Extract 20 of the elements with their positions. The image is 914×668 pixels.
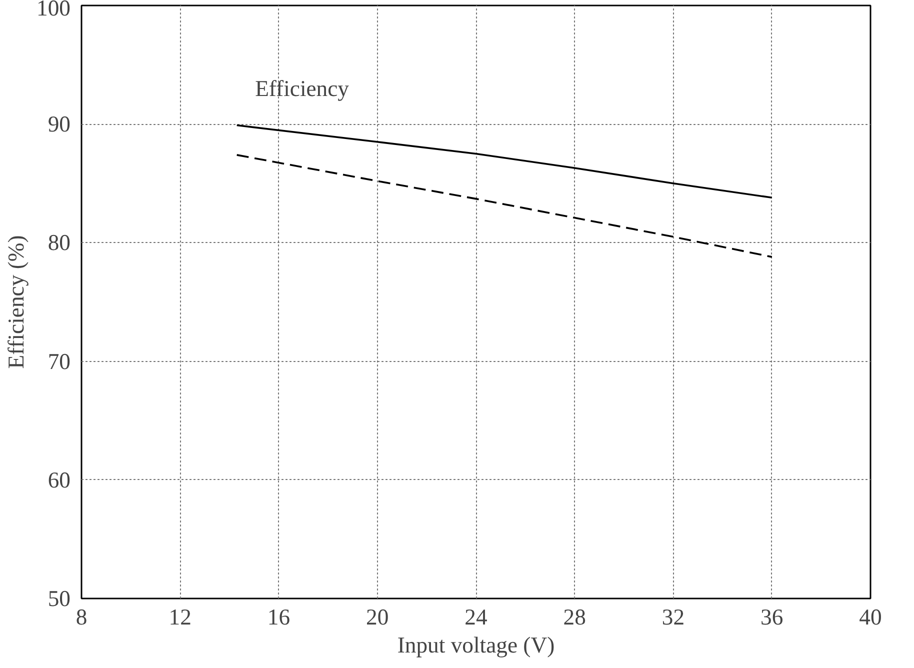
line-series <box>236 124 773 199</box>
y-tick-label: 100 <box>36 0 70 20</box>
x-axis-title: Input voltage (V) <box>397 632 555 658</box>
x-tick-label: 20 <box>366 604 389 630</box>
x-tick-label: 40 <box>859 604 882 630</box>
line-series <box>236 154 773 258</box>
x-tick-label: 12 <box>168 604 192 630</box>
y-tick-label: 90 <box>48 112 70 137</box>
y-tick-label: 60 <box>48 467 70 492</box>
x-tick-label: 16 <box>267 604 290 630</box>
y-tick-label: 50 <box>48 586 70 611</box>
x-tick-label: 32 <box>662 604 685 630</box>
y-tick-label: 70 <box>48 348 70 374</box>
x-tick-label: 28 <box>563 604 586 630</box>
x-tick-label: 8 <box>76 604 88 630</box>
annotation: Efficiency <box>255 76 350 102</box>
y-tick-label: 80 <box>48 230 70 256</box>
y-axis-title: Efficiency (%) <box>4 235 29 369</box>
x-tick-label: 36 <box>760 604 784 630</box>
x-tick-label: 24 <box>464 604 488 630</box>
